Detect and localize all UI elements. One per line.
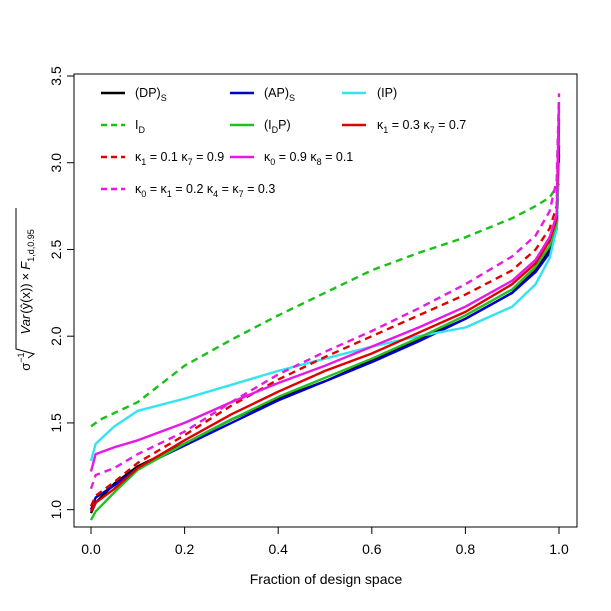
legend-label-3: ID bbox=[135, 118, 145, 135]
legend-label-5: κ1 = 0.3 κ7 = 0.7 bbox=[377, 118, 466, 135]
y-tick-label: 3.5 bbox=[48, 66, 64, 86]
y-yhat: ŷ(x) bbox=[18, 288, 33, 310]
series-line-2 bbox=[89, 162, 561, 462]
y-F: F bbox=[18, 261, 33, 270]
y-paren-close: ) bbox=[18, 283, 33, 287]
y-sigma: σ bbox=[18, 363, 33, 371]
y-times: × bbox=[18, 273, 33, 281]
y-paren-open: ( bbox=[18, 309, 33, 314]
y-F-sub: 1,d,0.95 bbox=[26, 229, 36, 262]
series-line-3 bbox=[90, 182, 560, 428]
plot-curves bbox=[89, 93, 561, 521]
y-var: Var bbox=[18, 314, 33, 334]
legend-label-7: κ0 = 0.9 κ8 = 0.1 bbox=[264, 150, 353, 167]
x-tick-label: 0.2 bbox=[175, 541, 195, 557]
x-tick-label: 0.6 bbox=[362, 541, 382, 557]
series-line-7 bbox=[89, 101, 561, 472]
series-line-1 bbox=[89, 145, 561, 511]
x-tick-label: 0.8 bbox=[456, 541, 476, 557]
x-axis-title: Fraction of design space bbox=[250, 571, 403, 587]
legend-label-1: (AP)S bbox=[264, 86, 295, 103]
series-line-8 bbox=[89, 93, 561, 490]
sqrt-sign bbox=[15, 208, 36, 359]
plot-frame bbox=[73, 73, 578, 528]
series-line-5 bbox=[89, 119, 561, 512]
y-sigma-exp: −1 bbox=[16, 352, 26, 362]
legend-label-2: (IP) bbox=[377, 86, 397, 100]
legend-label-0: (DP)S bbox=[135, 86, 167, 103]
axes: 0.0 0.2 0.4 0.6 0.8 1.0 1.0 1.5 2.0 2.5 3.0 3.5 bbox=[48, 66, 578, 557]
svg-text:σ−1Var(ŷ(x))×F1,d,0.95: σ−1 Var(ŷ(x)) × F1,d,0.95 bbox=[16, 229, 36, 370]
x-tick-label: 0.4 bbox=[268, 541, 288, 557]
y-tick-label: 1.5 bbox=[48, 413, 64, 433]
y-tick-label: 2.0 bbox=[48, 326, 64, 346]
legend: (DP)S (AP)S (IP) ID (IDP) κ1 = 0.3 κ7 = 0.7 κ1… bbox=[101, 86, 466, 199]
y-axis-title: σ−1 Var(ŷ(x)) × F1,d,0.95 bbox=[15, 208, 36, 371]
legend-label-4: (IDP) bbox=[264, 118, 291, 135]
legend-label-6: κ1 = 0.1 κ7 = 0.9 bbox=[135, 150, 224, 167]
y-tick-label: 1.0 bbox=[48, 500, 64, 520]
series-line-6 bbox=[89, 110, 561, 507]
y-tick-label: 3.0 bbox=[48, 153, 64, 173]
series-line-0 bbox=[89, 154, 561, 514]
y-tick-label: 2.5 bbox=[48, 240, 64, 260]
x-tick-label: 0.0 bbox=[81, 541, 101, 557]
legend-label-8: κ0 = κ1 = 0.2 κ4 = κ7 = 0.3 bbox=[135, 182, 275, 199]
series-line-4 bbox=[89, 127, 561, 521]
x-tick-label: 1.0 bbox=[549, 541, 569, 557]
